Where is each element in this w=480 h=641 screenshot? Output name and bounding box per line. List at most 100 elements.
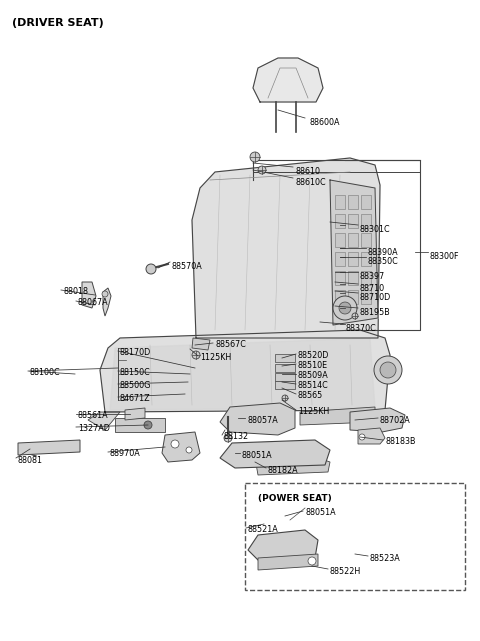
Polygon shape [253,58,323,102]
Text: (POWER SEAT): (POWER SEAT) [258,494,332,503]
Bar [361,233,371,247]
Polygon shape [275,381,295,389]
Text: 88301C: 88301C [360,225,391,234]
Text: 88523A: 88523A [370,554,401,563]
Text: 88510E: 88510E [298,361,328,370]
Polygon shape [100,330,390,412]
Bar [335,290,345,304]
Text: 88710D: 88710D [360,293,391,302]
Text: 88350C: 88350C [368,257,399,266]
Circle shape [339,302,351,314]
Polygon shape [110,338,375,410]
Polygon shape [220,403,295,435]
Text: 88132: 88132 [224,432,249,441]
Circle shape [192,351,200,359]
Bar [361,195,371,209]
Polygon shape [192,158,380,338]
Polygon shape [220,440,330,468]
Text: 88521A: 88521A [248,525,279,534]
Text: 88520D: 88520D [298,351,329,360]
Circle shape [374,356,402,384]
Text: 88522H: 88522H [330,567,361,576]
Circle shape [171,440,179,448]
Circle shape [146,264,156,274]
Text: 88702A: 88702A [380,416,411,425]
Bar [361,271,371,285]
Bar [348,271,358,285]
Text: 88182A: 88182A [268,466,299,475]
Text: 88570A: 88570A [172,262,203,271]
Bar [335,195,345,209]
Text: 88100C: 88100C [30,368,60,377]
Polygon shape [248,530,318,562]
Bar [348,233,358,247]
Text: 88051A: 88051A [305,508,336,517]
Text: 88081: 88081 [18,456,43,465]
Circle shape [380,362,396,378]
Bar [361,252,371,266]
Text: 88610: 88610 [295,167,320,176]
Text: 88300F: 88300F [430,252,459,261]
Bar [348,290,358,304]
Text: 88195B: 88195B [360,308,391,317]
Text: 84671Z: 84671Z [120,394,151,403]
Text: 1125KH: 1125KH [200,353,231,362]
Polygon shape [330,180,378,325]
Bar [335,271,345,285]
Circle shape [144,421,152,429]
Polygon shape [275,373,295,381]
Text: 1125KH: 1125KH [298,407,329,416]
Polygon shape [255,455,330,475]
Text: 88390A: 88390A [368,248,398,257]
Text: 88970A: 88970A [110,449,141,458]
Polygon shape [103,288,111,316]
Polygon shape [162,432,200,462]
Circle shape [258,166,266,174]
Text: 88600A: 88600A [310,118,340,127]
Bar [361,214,371,228]
Text: 88567C: 88567C [215,340,246,349]
Text: 88018: 88018 [63,287,88,296]
Polygon shape [18,440,80,455]
Polygon shape [115,418,165,432]
Text: 88183B: 88183B [385,437,416,446]
Circle shape [282,395,288,401]
Circle shape [359,434,365,440]
Bar [348,195,358,209]
Text: 88067A: 88067A [78,298,108,307]
Circle shape [250,152,260,162]
Text: 88170D: 88170D [120,348,151,357]
Text: 88710: 88710 [360,284,385,293]
Text: 1327AD: 1327AD [78,424,110,433]
Text: 88397: 88397 [360,272,385,281]
Bar [348,214,358,228]
Circle shape [186,447,192,453]
Bar [335,233,345,247]
Text: 88051A: 88051A [242,451,273,460]
Polygon shape [82,282,96,308]
Text: 88565: 88565 [298,391,323,400]
Polygon shape [300,407,375,425]
Polygon shape [88,412,120,430]
Bar [348,252,358,266]
Polygon shape [258,554,318,570]
Polygon shape [275,364,295,372]
Circle shape [352,313,358,319]
FancyBboxPatch shape [245,483,465,590]
Text: 88610C: 88610C [295,178,325,187]
Text: 88514C: 88514C [298,381,329,390]
Text: 88509A: 88509A [298,371,329,380]
Text: 88500G: 88500G [120,381,151,390]
Text: 88057A: 88057A [247,416,278,425]
Circle shape [224,434,232,442]
Polygon shape [125,408,145,420]
Text: 88561A: 88561A [78,411,108,420]
Polygon shape [350,408,405,432]
Text: 88150C: 88150C [120,368,151,377]
Polygon shape [358,428,385,444]
Text: 88370C: 88370C [345,324,376,333]
Bar [361,290,371,304]
Text: (DRIVER SEAT): (DRIVER SEAT) [12,18,104,28]
Circle shape [333,296,357,320]
Polygon shape [275,354,295,362]
